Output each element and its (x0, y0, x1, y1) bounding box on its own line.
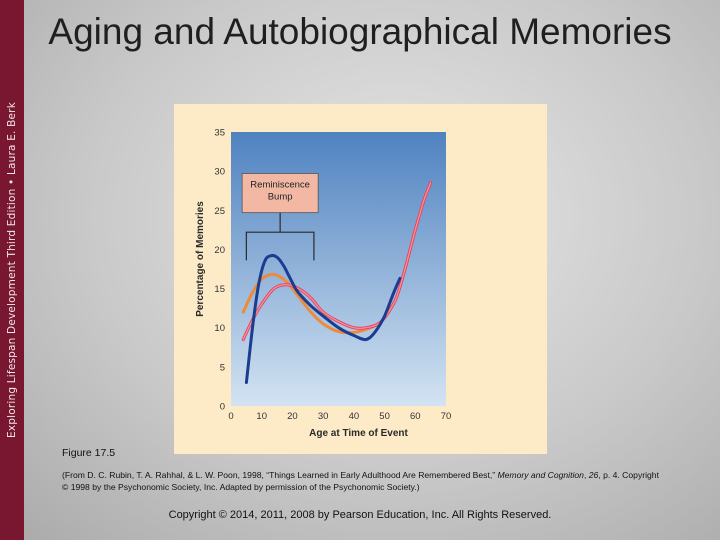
figure-panel: 0 5 10 15 20 25 30 35 0 10 20 30 40 50 60 70 Reminiscen… (174, 104, 547, 454)
x-tick-label: 10 (256, 411, 267, 422)
y-tick-label: 5 (220, 362, 225, 373)
sidebar: Exploring Lifespan Development Third Edi… (0, 0, 24, 540)
y-tick-label: 30 (214, 167, 225, 178)
series-line-pink-highlight (242, 182, 432, 341)
x-tick-label: 50 (379, 411, 390, 422)
x-axis-label: Age at Time of Event (309, 428, 408, 439)
copyright-notice: Copyright © 2014, 2011, 2008 by Pearson … (168, 509, 552, 521)
y-axis-label: Percentage of Memories (195, 201, 206, 317)
x-tick-label: 20 (287, 411, 298, 422)
citation-journal: Memory and Cognition (497, 470, 584, 480)
citation-volume: 26 (588, 470, 599, 480)
y-tick-label: 0 (220, 402, 225, 413)
bump-callout-box (241, 173, 319, 214)
citation-separator: , (583, 470, 589, 480)
sidebar-book-credit: Exploring Lifespan Development Third Edi… (6, 102, 18, 438)
y-tick-label: 35 (214, 128, 225, 139)
citation-text: (From D. C. Rubin, T. A. Rahhal, & L. W.… (62, 470, 498, 480)
bump-bracket (245, 231, 315, 261)
slide-title: Aging and Autobiographical Memories (48, 11, 672, 52)
y-tick-label: 25 (214, 206, 225, 217)
y-tick-label: 10 (214, 323, 225, 334)
x-tick-label: 40 (349, 411, 360, 422)
bump-callout-line2: Bump (268, 191, 293, 202)
x-tick-label: 70 (441, 411, 452, 422)
x-tick-label: 60 (410, 411, 421, 422)
bump-callout-line1: Reminiscence (250, 179, 310, 190)
y-tick-label: 15 (214, 284, 225, 295)
citation-text-end: , p. 4. Copyright © 1998 by the Psychono… (62, 470, 659, 492)
y-tick-label: 20 (214, 245, 225, 256)
x-tick-label: 30 (318, 411, 329, 422)
figure-label: Figure 17.5 (62, 447, 116, 459)
series-line-blue (244, 253, 402, 384)
x-tick-label: 0 (228, 411, 233, 422)
memory-chart: 0 5 10 15 20 25 30 35 0 10 20 30 40 50 60 70 Reminiscen… (195, 128, 452, 440)
figure-citation: (From D. C. Rubin, T. A. Rahhal, & L. W.… (62, 469, 662, 493)
